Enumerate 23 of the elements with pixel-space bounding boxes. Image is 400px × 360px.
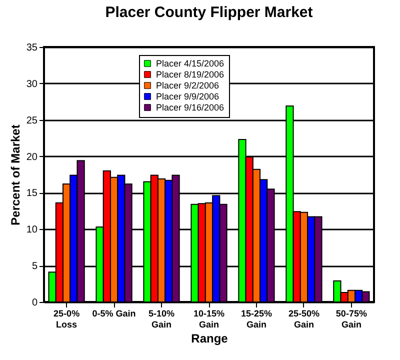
x-tick-label: 0-5% Gain [92,308,136,318]
legend-label: Placer 9/9/2006 [156,92,220,102]
x-tick-label: 50-75% Gain [336,308,367,330]
y-tick-label: 20 [26,152,38,163]
y-tick-label: 0 [32,298,38,308]
y-tick-label: 5 [32,261,38,272]
y-tick-label: 35 [26,42,38,54]
y-tick-label: 15 [26,188,38,200]
x-tick-label: 5-10% Gain [148,308,175,330]
legend-label: Placer 9/16/2006 [156,102,224,112]
x-tick-label: 25-0% Loss [54,308,80,330]
y-axis-title: Percent of Market [8,124,22,226]
legend-label: Placer 8/19/2006 [156,70,224,80]
x-tick-label: 15-25% Gain [240,308,272,330]
legend-label: Placer 9/2/2006 [156,80,220,90]
x-axis-title: Range [191,332,228,346]
y-tick-label: 10 [26,224,38,236]
legend-label: Placer 4/15/2006 [156,58,224,68]
y-tick-label: 30 [26,78,38,90]
x-tick-label: 25-50% Gain [288,308,320,330]
y-tick-label: 25 [26,115,38,126]
x-tick-label: 10-15% Gain [193,308,225,330]
chart-title: Placer County Flipper Market [105,4,313,21]
